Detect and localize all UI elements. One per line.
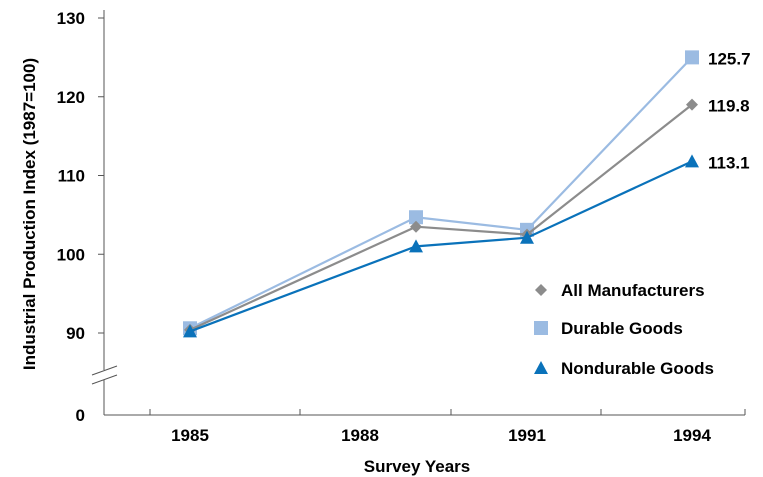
axes [91,10,745,416]
data-point [410,220,422,233]
y-tick: 120 [57,88,104,107]
y-tick: 110 [58,167,104,186]
legend-label: Nondurable Goods [561,359,714,378]
legend-label: All Manufacturers [561,281,705,300]
axis-break-icon [91,365,118,385]
data-point [520,230,534,244]
x-ticks: 1985 1988 1991 1994 [149,409,746,445]
legend-marker-square-icon [534,321,548,335]
y-ticks: 0 90 100 110 120 130 [57,9,104,425]
x-axis-title: Survey Years [364,457,471,476]
legend-item: Nondurable Goods [534,359,714,378]
y-tick: 100 [57,245,104,264]
end-value-label: 125.7 [708,49,751,68]
x-tick-label: 1985 [171,426,209,445]
legend-marker-triangle-icon [534,361,548,374]
legend-label: Durable Goods [561,319,683,338]
y-tick: 130 [57,9,104,28]
legend: All Manufacturers Durable Goods Nondurable… [534,281,714,378]
legend-item: All Manufacturers [535,281,705,300]
data-point [685,154,699,168]
y-tick-label: 120 [57,88,85,107]
data-point [409,239,423,253]
data-point [685,50,699,65]
x-tick-label: 1991 [508,426,546,445]
end-value-label: 113.1 [708,153,750,172]
y-axis-title: Industrial Production Index (1987=100) [20,58,39,370]
series-line [189,160,693,333]
end-labels: 119.8 125.7 113.1 [708,49,751,172]
y-tick-label: 0 [76,406,85,425]
end-value-label: 119.8 [708,97,750,116]
data-point [183,324,197,338]
data-point [409,210,423,225]
series-line [189,103,693,331]
series-layer [183,50,699,338]
data-point [686,98,698,111]
y-tick-label: 130 [57,9,85,28]
y-tick-label: 90 [66,324,85,343]
series-all-manufacturers [184,98,698,336]
x-tick-label: 1994 [673,426,711,445]
series-nondurable-goods [183,154,699,338]
y-tick: 0 [76,406,85,425]
legend-item: Durable Goods [534,319,683,338]
y-tick-label: 100 [57,245,85,264]
y-tick-label: 110 [58,167,85,186]
y-tick: 90 [66,324,104,343]
legend-marker-diamond-icon [535,284,547,296]
series-line [189,56,693,330]
x-tick-label: 1988 [341,426,379,445]
